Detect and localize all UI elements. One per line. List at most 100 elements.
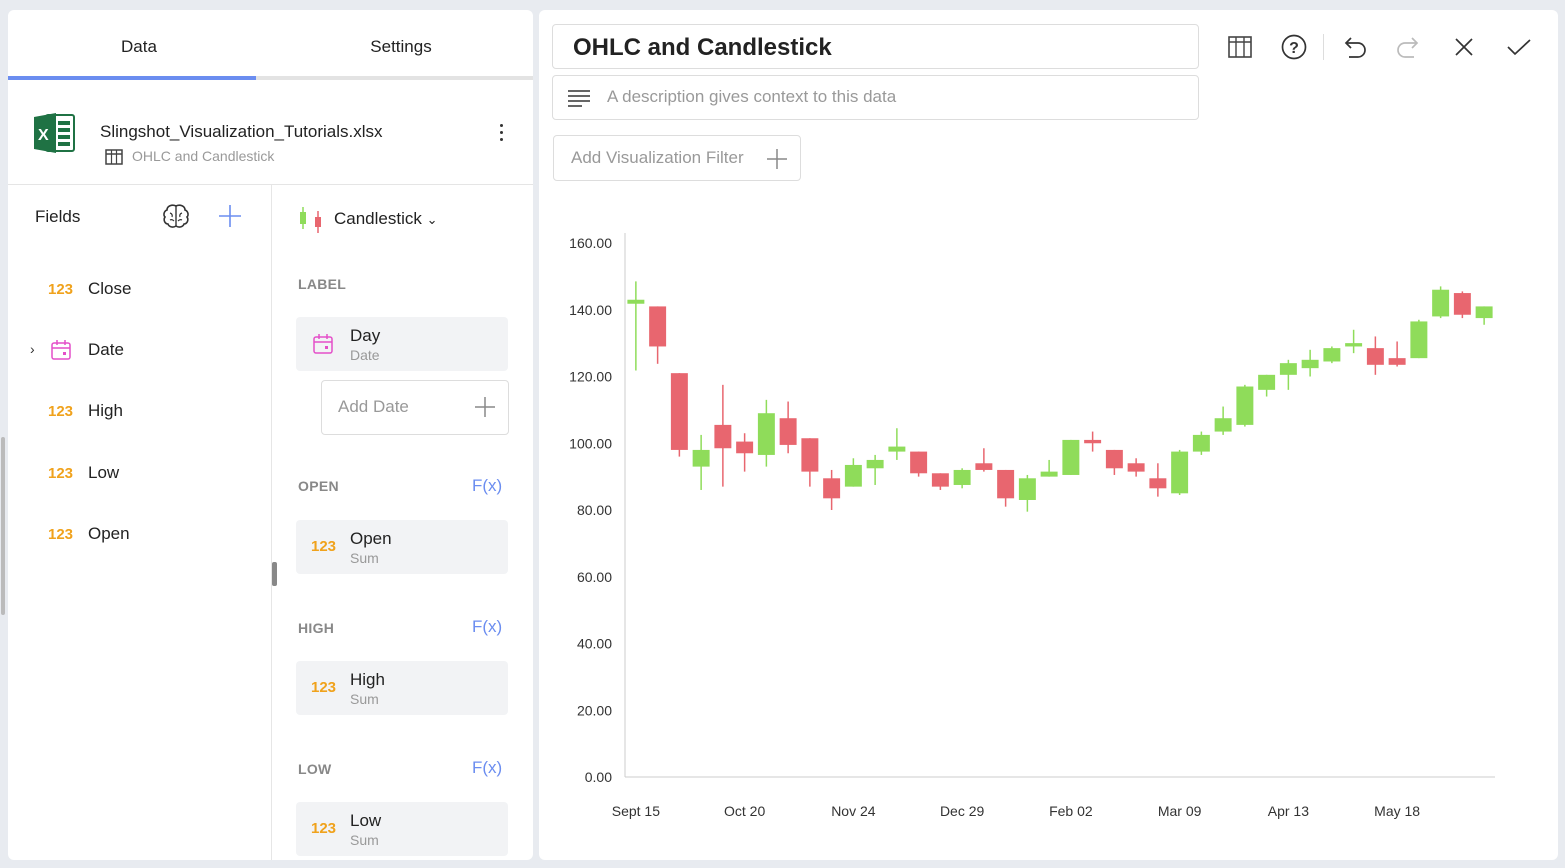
y-tick-label: 0.00 [585,769,612,785]
plus-icon [475,397,495,417]
number-type-icon: 123 [48,526,74,543]
chip-main-label: Day [350,326,381,345]
chip-main-label: Low [350,811,382,830]
candle-body [649,306,667,347]
candle-body [1301,359,1319,369]
fields-list: Fields 123 Close › Date 123 [8,185,272,860]
y-tick-label: 20.00 [577,702,612,718]
high-section-title: HIGH [298,620,335,636]
high-chip[interactable]: 123 High Sum [296,661,508,715]
low-chip[interactable]: 123 Low Sum [296,802,508,856]
candlestick-chart: 160.00 140.00 120.00 100.00 80.00 60.00 40.00 2… [569,233,1495,819]
candle-body [1127,463,1145,472]
plus-icon [767,149,787,169]
low-section-title: LOW [298,761,332,777]
y-tick-label: 160.00 [569,235,612,251]
brain-icon[interactable] [162,203,190,229]
svg-text:?: ? [1289,40,1299,57]
candle-body [844,464,862,487]
visualization-panel: OHLC and Candlestick A description gives… [539,10,1558,860]
candle-body [910,451,928,474]
open-fx-button[interactable]: F(x) [472,476,503,495]
candle-body [1279,363,1297,375]
candle-body [1258,374,1276,390]
low-fx-button[interactable]: F(x) [472,758,503,777]
column-resize-handle[interactable] [272,562,277,586]
chip-sub-label: Date [350,347,380,363]
candle-body [1432,289,1450,317]
x-tick-label: Oct 20 [724,803,765,819]
candle-body [779,418,797,445]
data-source-row: X Slingshot_Visualization_Tutorials.xlsx… [8,82,533,185]
open-chip[interactable]: 123 Open Sum [296,520,508,574]
table-view-icon[interactable] [1226,33,1254,61]
check-icon[interactable] [1505,33,1533,61]
undo-icon[interactable] [1340,33,1368,61]
label-chip-day[interactable]: Day Date [296,317,508,371]
field-item-close[interactable]: 123 Close [8,271,271,311]
title-field[interactable]: OHLC and Candlestick [552,24,1199,69]
candle-body [801,438,819,472]
field-label: High [88,401,123,420]
add-field-icon[interactable] [217,203,243,229]
number-type-icon: 123 [311,820,337,837]
help-icon[interactable]: ? [1280,33,1308,61]
field-item-open[interactable]: 123 Open [8,516,271,556]
chip-sub-label: Sum [350,832,379,848]
candle-body [1410,321,1428,359]
candle-body [1453,293,1471,315]
x-tick-label: Apr 13 [1268,803,1309,819]
y-tick-label: 80.00 [577,502,612,518]
close-icon[interactable] [1450,33,1478,61]
tab-data[interactable]: Data [121,37,157,56]
candle-body [975,463,993,470]
x-tick-label: Sept 15 [612,803,660,819]
candle-body [997,469,1015,499]
candle-body [627,299,645,304]
redo-icon[interactable] [1395,33,1423,61]
candle-body [670,373,688,450]
chip-main-label: Open [350,529,392,548]
y-tick-label: 120.00 [569,369,612,385]
number-type-icon: 123 [48,281,74,298]
chart-type-label: Candlestick [334,209,422,228]
chip-sub-label: Sum [350,691,379,707]
description-field[interactable]: A description gives context to this data [552,75,1199,120]
candle-body [1040,471,1058,477]
toolbar-divider [1323,34,1324,60]
tab-settings[interactable]: Settings [370,37,432,56]
number-type-icon: 123 [311,679,337,696]
candle-body [931,473,949,487]
high-fx-button[interactable]: F(x) [472,617,503,636]
candle-body [1084,439,1102,444]
field-label: Close [88,279,132,298]
add-filter-button[interactable]: Add Visualization Filter [553,135,801,181]
candle-body [1105,449,1123,469]
fields-title: Fields [35,207,81,226]
add-date-button[interactable]: Add Date [321,380,509,435]
candle-body [866,459,884,469]
panel-scrollbar[interactable] [1,437,5,615]
visualization-config: Candlestick ⌄ LABEL Day Date Add Date OP… [272,185,533,860]
tab-track [8,76,533,80]
file-name: Slingshot_Visualization_Tutorials.xlsx [100,122,383,141]
chart-type-selector[interactable]: Candlestick ⌄ [334,209,438,229]
candle-body [1192,434,1210,452]
candle-body [1062,439,1080,475]
field-item-date[interactable]: › Date [8,332,271,372]
candle-body [1214,418,1232,432]
candle-body [1236,386,1254,425]
field-item-high[interactable]: 123 High [8,393,271,433]
more-options-icon[interactable] [496,124,506,146]
field-item-low[interactable]: 123 Low [8,455,271,495]
text-lines-icon [568,90,590,107]
candle-body [1475,306,1493,319]
candle-body [1388,358,1406,365]
chevron-right-icon[interactable]: › [30,341,35,357]
candle-body [1366,348,1384,365]
x-tick-label: May 18 [1374,803,1420,819]
svg-text:X: X [38,127,49,144]
chip-main-label: High [350,670,385,689]
candle-body [1171,451,1189,494]
tab-active-indicator [8,76,256,80]
